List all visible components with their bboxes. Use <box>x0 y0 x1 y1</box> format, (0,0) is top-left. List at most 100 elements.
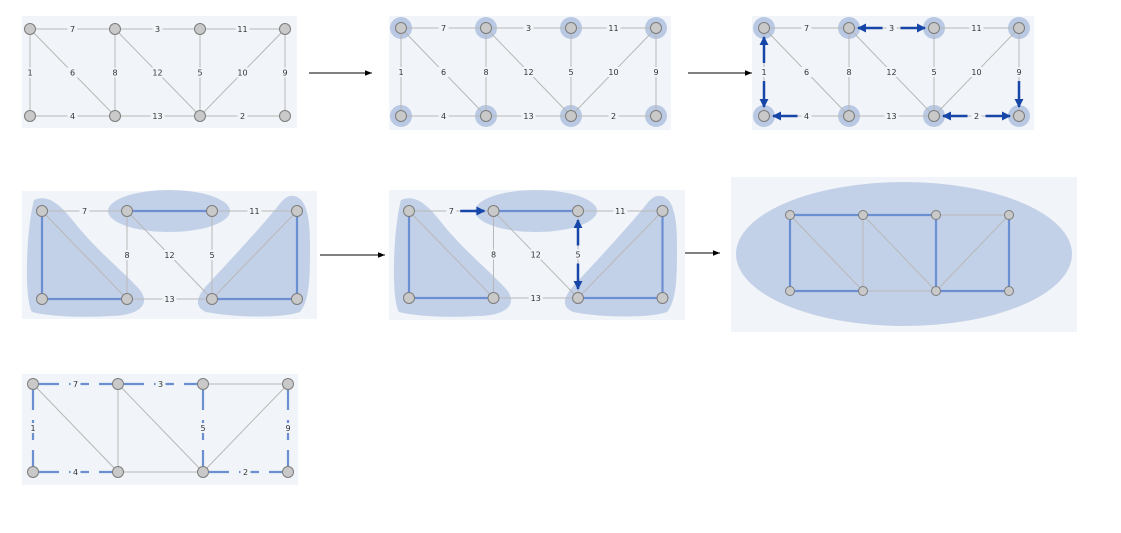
edge-label-3: 3 <box>526 24 531 33</box>
edge-label-8: 8 <box>483 68 488 77</box>
node-e <box>24 110 36 122</box>
edge-label-bg <box>608 111 619 121</box>
edge-label-4: 4 <box>804 112 809 121</box>
edge-6 <box>41 210 128 300</box>
node-f <box>487 292 500 304</box>
edge-label-bg <box>572 249 584 260</box>
edge-label-12: 12 <box>886 68 896 77</box>
edge-label-bg <box>162 294 177 304</box>
edge-label-bg <box>529 249 542 260</box>
edge-label-bg <box>163 250 176 260</box>
node-c <box>565 22 577 34</box>
node-e <box>785 286 795 296</box>
node-d <box>291 205 303 217</box>
edge-label-5: 5 <box>575 251 580 260</box>
region-whole-ellipse <box>736 182 1072 326</box>
edge-label-11: 11 <box>608 24 618 33</box>
edge-label-bg <box>885 67 898 77</box>
edge-label-bg <box>758 67 770 77</box>
edge-label-10: 10 <box>608 68 618 77</box>
edge-6 <box>32 383 119 473</box>
edge-label-bg <box>801 111 812 121</box>
node-d <box>1004 210 1014 220</box>
node-b <box>487 205 500 217</box>
edge-label-6: 6 <box>804 68 809 77</box>
edges <box>788 213 1011 293</box>
node-d <box>279 23 291 35</box>
edge-10 <box>202 383 289 473</box>
node-b <box>480 22 492 34</box>
edge-label-9: 9 <box>285 424 290 433</box>
node-f <box>121 293 133 305</box>
node-e <box>395 110 407 122</box>
node-d <box>650 22 662 34</box>
node-c <box>928 22 940 34</box>
edge-label-bg <box>800 67 813 77</box>
node-e <box>403 292 415 304</box>
edge-label-bg <box>395 67 407 77</box>
edge-label-bg <box>150 111 165 121</box>
edge-12 <box>862 214 937 292</box>
node-h <box>1004 286 1014 296</box>
edge-label-bg <box>197 423 209 433</box>
step-4-panel: 7 11 13 8 5 12 <box>22 190 317 319</box>
edge-label-8: 8 <box>112 69 117 78</box>
edge-label-9: 9 <box>653 68 658 77</box>
edge-label-7: 7 <box>449 207 454 216</box>
node-g <box>194 110 206 122</box>
node-d <box>282 378 294 390</box>
node-h <box>282 466 294 478</box>
node-g <box>206 293 218 305</box>
edge-label-4: 4 <box>441 112 446 121</box>
edge-label-2: 2 <box>974 112 979 121</box>
edge-label-bg <box>843 67 855 77</box>
step-6-panel <box>731 177 1077 332</box>
edge-label-12: 12 <box>531 251 541 260</box>
edge-label-5: 5 <box>197 69 202 78</box>
node-f <box>858 286 868 296</box>
node-c <box>197 378 209 390</box>
node-g <box>565 110 577 122</box>
edge-label-13: 13 <box>523 112 533 121</box>
edge-label-8: 8 <box>846 68 851 77</box>
edge-label-bg <box>437 67 450 77</box>
node-b <box>858 210 868 220</box>
edge-label-bg <box>237 111 248 121</box>
edge-label-2: 2 <box>611 112 616 121</box>
node-a <box>36 205 48 217</box>
node-b <box>843 22 855 34</box>
edge-label-11: 11 <box>615 207 625 216</box>
edge-label-7: 7 <box>70 25 75 34</box>
edge-label-bg <box>884 111 899 121</box>
edge-6 <box>408 210 494 299</box>
edge-label-4: 4 <box>73 468 78 477</box>
edge-label-1: 1 <box>761 68 766 77</box>
step-2-panel: 7 3 11 4 13 2 1 8 5 9 6 12 10 <box>389 16 671 130</box>
edge-label-bg <box>79 206 90 216</box>
step-3-panel: 7 3 11 4 13 2 1 8 5 9 6 12 10 <box>752 16 1034 130</box>
node-d <box>1013 22 1025 34</box>
edge-label-bg <box>928 67 940 77</box>
node-a <box>27 378 39 390</box>
edge-label-bg <box>66 67 79 78</box>
edge-label-3: 3 <box>155 25 160 34</box>
edge-label-bg <box>247 206 262 216</box>
node-f <box>109 110 121 122</box>
node-g <box>928 110 940 122</box>
edge-label-bg <box>70 379 81 389</box>
edge-label-10: 10 <box>237 69 247 78</box>
node-b <box>121 205 133 217</box>
edge-label-bg <box>971 111 982 121</box>
node-h <box>291 293 303 305</box>
edge-label-bg <box>194 67 206 78</box>
edge-label-10: 10 <box>971 68 981 77</box>
node-h <box>656 292 669 304</box>
node-a <box>395 22 407 34</box>
edge-label-7: 7 <box>73 380 78 389</box>
edge-label-12: 12 <box>523 68 533 77</box>
node-d <box>656 205 669 217</box>
edge-label-5: 5 <box>209 251 214 260</box>
edge-label-bg <box>282 423 294 433</box>
edge-label-9: 9 <box>282 69 287 78</box>
node-e <box>758 110 770 122</box>
